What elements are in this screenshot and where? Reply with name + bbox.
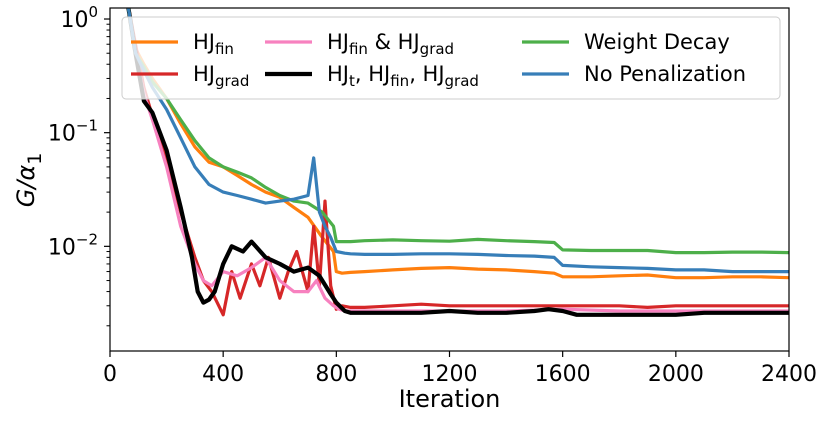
legend-label-5: No Penalization <box>584 62 746 86</box>
legend-label-0: HJfin <box>193 30 234 58</box>
x-tick-label-2: 800 <box>315 362 357 387</box>
legend-label-1: HJgrad <box>193 62 249 90</box>
y-axis-label: G/α1 <box>12 153 46 208</box>
x-tick-label-0: 0 <box>103 362 117 387</box>
x-tick-label-3: 1200 <box>422 362 478 387</box>
x-tick-label-5: 2000 <box>648 362 704 387</box>
series-layer <box>126 8 789 317</box>
y-tick-label-1: 10−1 <box>48 117 98 147</box>
series-line-0 <box>126 8 789 280</box>
x-axis-label: Iteration <box>399 385 501 413</box>
y-tick-label-2: 100 <box>60 3 98 33</box>
x-axis-ticks: 0 400 800 1200 1600 2000 2400 <box>103 351 817 387</box>
series-line-5 <box>126 8 789 274</box>
legend-box <box>121 16 781 100</box>
x-tick-label-1: 400 <box>202 362 244 387</box>
legend-label-4: Weight Decay <box>584 30 730 54</box>
legend-label-3: HJt, HJfin, HJgrad <box>327 62 479 90</box>
series-line-3 <box>126 8 789 317</box>
legend-label-2: HJfin & HJgrad <box>327 30 454 58</box>
x-tick-label-4: 1600 <box>535 362 591 387</box>
series-line-4 <box>126 8 789 255</box>
y-tick-label-0: 10−2 <box>48 230 98 260</box>
y-axis-ticks: 10−2 10−1 100 <box>48 3 110 327</box>
x-tick-label-6: 2400 <box>761 362 817 387</box>
legend: HJfin HJgrad HJfin & HJgrad HJt, HJfin, HJg… <box>121 16 781 100</box>
